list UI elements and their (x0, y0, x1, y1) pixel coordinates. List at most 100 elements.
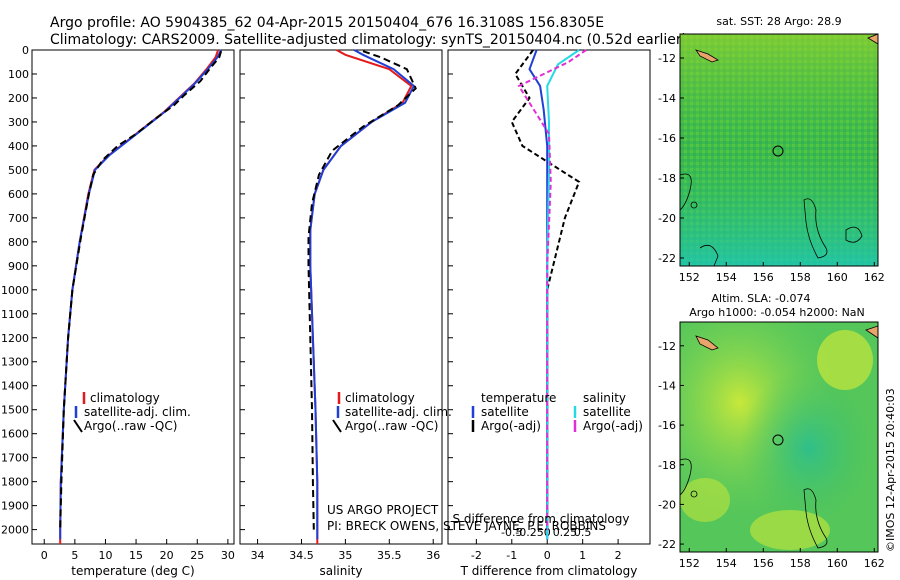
header-line-1: Argo profile: AO 5904385_62 04-Apr-2015 … (50, 15, 604, 31)
depth-tick-label: 800 (8, 236, 29, 249)
map-x-tick-label: 156 (753, 557, 774, 570)
sst-contour-3 (845, 226, 863, 243)
s-tick-label: -0.5 (501, 526, 522, 539)
sst-contour-1 (803, 198, 828, 259)
s-tick-label: 0.5 (574, 526, 592, 539)
sla-map (679, 321, 879, 553)
salinity-x-axis: 34 34.5 35 35.5 36 (251, 539, 440, 562)
salinity-legend: climatology satellite-adj. clim. Argo(..… (332, 391, 452, 433)
temperature-x-axis: 0 5 10 15 20 25 30 (41, 539, 235, 562)
sst-contour-4 (699, 244, 719, 267)
s-tick-label: 0.25 (553, 526, 578, 539)
series-line-2 (307, 50, 417, 530)
map-x-tick-label: 162 (864, 271, 885, 284)
sla-map-blob-3 (817, 330, 873, 390)
series-line-3 (517, 49, 587, 530)
map-y-tick-label: -18 (658, 172, 676, 185)
sst-map-title: sat. SST: 28 Argo: 28.9 (716, 15, 841, 28)
x-tick-label: 10 (98, 549, 112, 562)
map-y-tick-label: -22 (658, 538, 676, 551)
depth-tick-label: 200 (8, 92, 29, 105)
sst-small-marker (690, 201, 698, 209)
map-y-tick-label: -20 (658, 498, 676, 511)
map-y-tick-label: -12 (658, 52, 676, 65)
depth-axis: 0 100 200 300 400 500 600 700 800 900 1000 1100 1200… (1, 44, 453, 537)
salinity-plot-frame (239, 49, 443, 545)
depth-tick-label: 1400 (1, 380, 29, 393)
depth-tick-label: 600 (8, 188, 29, 201)
legend-title-temperature: temperature (481, 391, 556, 405)
header-line-2: Climatology: CARS2009. Satellite-adjuste… (50, 32, 687, 48)
depth-tick-label: 0 (22, 44, 29, 57)
legend-title-salinity: salinity (583, 391, 626, 405)
difference-lines (510, 49, 587, 540)
legend-label-t-satellite: satellite (481, 405, 529, 419)
depth-tick-label: 1000 (1, 284, 29, 297)
sla-contour-1 (803, 488, 828, 549)
depth-tick-label: 900 (8, 260, 29, 273)
x-tick-label: 0 (544, 549, 551, 562)
map-x-tick-label: 160 (827, 271, 848, 284)
x-tick-label: 1 (579, 549, 586, 562)
legend-label-s-argo: Argo(-adj) (583, 419, 643, 433)
series-line-0 (309, 49, 413, 544)
depth-tick-label: 1200 (1, 332, 29, 345)
depth-tick-label: 1900 (1, 500, 29, 513)
temperature-xlabel: temperature (deg C) (71, 564, 194, 578)
sla-map-title-2: Argo h1000: -0.054 h2000: NaN (689, 306, 865, 319)
x-tick-label: 36 (426, 549, 440, 562)
sla-x-axis: 152 154 156 158 160 162 (679, 548, 885, 570)
depth-tick-label: 1500 (1, 404, 29, 417)
legend-label-t-argo: Argo(-adj) (481, 419, 541, 433)
x-tick-label: 34.5 (289, 549, 314, 562)
sst-argo-marker (772, 145, 784, 157)
map-x-tick-label: 152 (679, 557, 700, 570)
legend-swatch-argo (73, 419, 83, 433)
sla-map-frame (679, 321, 879, 553)
sla-island-1 (695, 335, 719, 351)
depth-tick-label: 1700 (1, 452, 29, 465)
x-tick-label: 35.5 (377, 549, 402, 562)
legend-swatch-argo (332, 419, 342, 433)
x-tick-label: 25 (190, 549, 204, 562)
sst-map-gradient (680, 34, 878, 266)
series-line-2 (546, 49, 580, 540)
map-x-tick-label: 162 (864, 557, 885, 570)
pi-label: PI: BRECK OWENS, STEVE JAYNE, P.E. ROBBI… (327, 519, 606, 533)
depth-tick-label: 700 (8, 212, 29, 225)
legend-label-climatology: climatology (90, 391, 160, 405)
series-line-0 (528, 49, 549, 540)
x-tick-label: 20 (160, 549, 174, 562)
temperature-plot-frame (31, 49, 235, 545)
sla-map-title-1: Altim. SLA: -0.074 (711, 292, 810, 305)
map-y-tick-label: -22 (658, 252, 676, 265)
sst-x-axis: 152 154 156 158 160 162 (679, 262, 885, 284)
difference-top-label: S difference from climatology (453, 512, 630, 526)
map-y-tick-label: -16 (658, 132, 676, 145)
map-y-tick-label: -16 (658, 419, 676, 432)
depth-tick-label: 1600 (1, 428, 29, 441)
x-tick-label: 0 (41, 549, 48, 562)
x-tick-label: 34 (251, 549, 265, 562)
depth-tick-label: 300 (8, 116, 29, 129)
map-y-tick-label: -20 (658, 212, 676, 225)
map-x-tick-label: 154 (716, 557, 737, 570)
depth-tick-label: 2000 (1, 524, 29, 537)
s-tick-label: -0.25 (515, 526, 543, 539)
sla-small-marker (690, 490, 698, 498)
series-line-1 (510, 49, 581, 530)
series-line-0 (59, 49, 220, 544)
map-x-tick-label: 160 (827, 557, 848, 570)
temperature-legend: climatology satellite-adj. clim. Argo(..… (73, 391, 191, 433)
map-y-tick-label: -18 (658, 459, 676, 472)
map-y-tick-label: -14 (658, 379, 676, 392)
map-y-tick-label: -14 (658, 92, 676, 105)
map-x-tick-label: 158 (790, 557, 811, 570)
legend-label-satellite: satellite-adj. clim. (345, 405, 452, 419)
x-tick-label: -2 (471, 549, 482, 562)
sla-map-blob-4 (750, 510, 830, 550)
sst-map (679, 33, 879, 267)
salinity-lines (307, 49, 417, 544)
sst-island-1 (695, 49, 719, 63)
